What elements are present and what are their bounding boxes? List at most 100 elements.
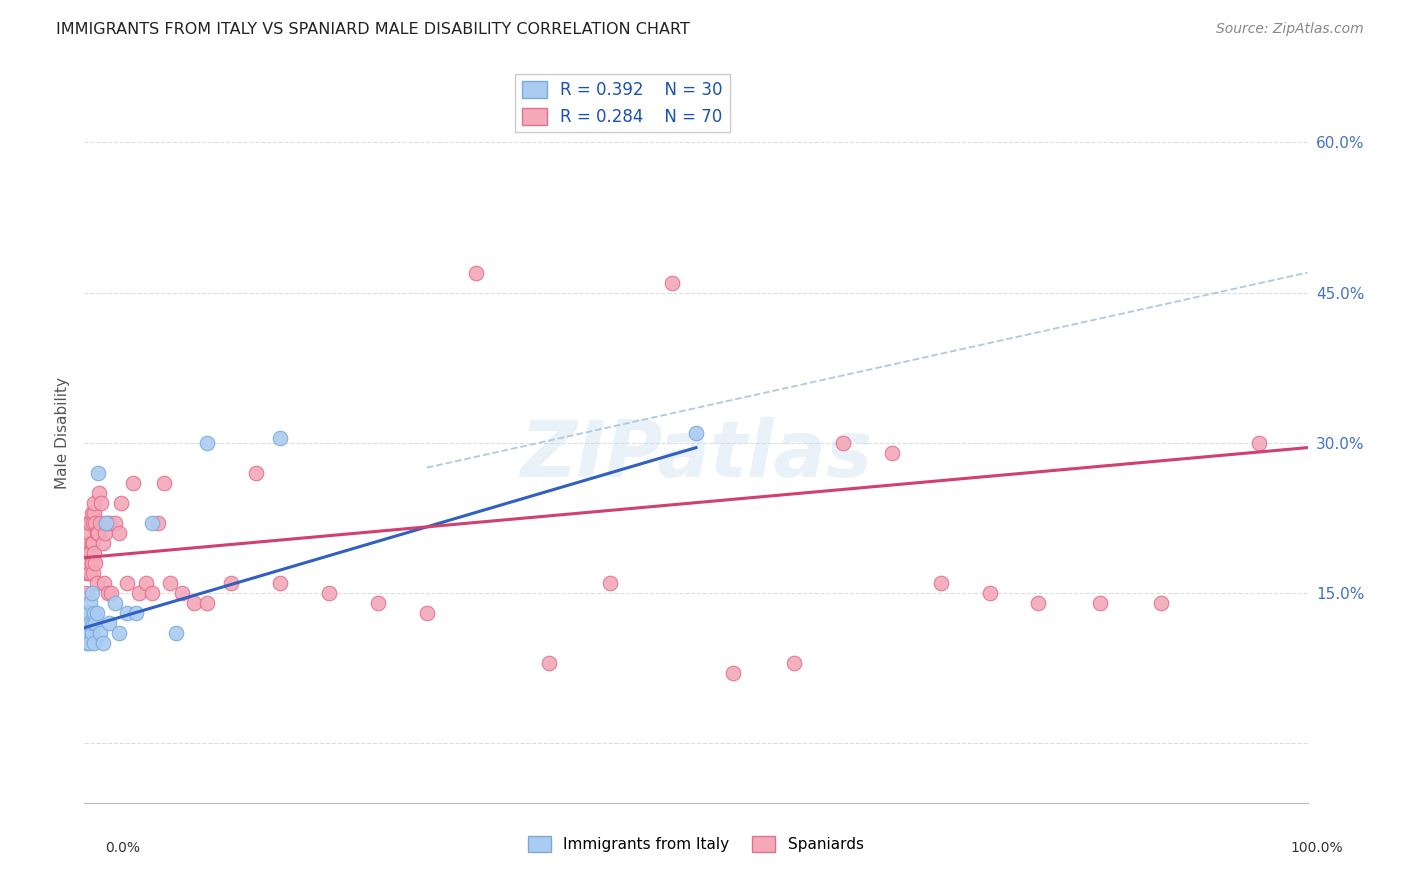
Point [538,656,561,670]
Text: Source: ZipAtlas.com: Source: ZipAtlas.com [1216,22,1364,37]
Point [100,585,122,599]
Point [80,535,103,549]
Point [195,435,218,450]
Point [77,556,100,570]
Point [831,435,853,450]
Point [83,546,105,560]
Point [77,606,100,620]
Point [80,506,103,520]
Point [77,636,100,650]
Point [172,585,194,599]
Point [83,636,105,650]
Point [685,425,707,440]
Point [90,496,112,510]
Point [219,575,242,590]
Y-axis label: Male Disability: Male Disability [55,376,70,489]
Point [83,496,105,510]
Point [82,516,104,530]
Point [79,615,101,630]
Point [94,525,117,540]
Point [1028,596,1050,610]
Point [89,625,111,640]
Point [82,615,104,630]
Point [83,506,105,520]
Point [82,566,104,580]
Point [128,585,150,599]
Point [79,516,101,530]
Point [97,615,120,630]
Point [96,516,118,530]
Point [245,466,267,480]
Point [89,516,111,530]
Point [87,466,110,480]
Point [77,615,100,630]
Point [122,475,145,490]
Point [464,266,486,280]
Point [86,606,108,620]
Point [93,575,115,590]
Point [979,585,1001,599]
Point [153,475,176,490]
Point [367,596,389,610]
Point [76,535,98,549]
Point [80,625,103,640]
Point [110,496,132,510]
Point [599,575,621,590]
Point [135,575,157,590]
Point [79,546,101,560]
Point [107,525,129,540]
Point [77,566,100,580]
Point [141,516,163,530]
Point [107,625,129,640]
Point [77,546,100,560]
Point [880,445,903,459]
Point [195,596,218,610]
Point [125,606,148,620]
Point [104,516,127,530]
Point [91,636,114,650]
Point [929,575,952,590]
Point [661,276,683,290]
Point [80,556,103,570]
Point [86,525,108,540]
Point [269,575,291,590]
Point [87,525,110,540]
Point [97,585,120,599]
Point [82,535,104,549]
Point [1088,596,1111,610]
Point [146,516,169,530]
Point [75,625,97,640]
Point [1150,596,1173,610]
Point [84,615,107,630]
Point [83,606,105,620]
Point [104,596,127,610]
Point [76,606,98,620]
Point [84,516,107,530]
Point [77,525,100,540]
Point [318,585,340,599]
Point [87,485,110,500]
Text: 0.0%: 0.0% [105,841,141,855]
Point [75,585,97,599]
Point [416,606,439,620]
Point [721,665,744,680]
Text: IMMIGRANTS FROM ITALY VS SPANIARD MALE DISABILITY CORRELATION CHART: IMMIGRANTS FROM ITALY VS SPANIARD MALE D… [56,22,690,37]
Point [77,625,100,640]
Point [76,556,98,570]
Point [91,535,114,549]
Point [86,575,108,590]
Point [75,566,97,580]
Point [76,636,98,650]
Point [79,566,101,580]
Point [79,596,101,610]
Text: 100.0%: 100.0% [1291,841,1343,855]
Point [165,625,187,640]
Point [159,575,181,590]
Point [183,596,205,610]
Point [269,431,291,445]
Point [1247,435,1270,450]
Point [80,585,103,599]
Legend: R = 0.392    N = 30, R = 0.284    N = 70: R = 0.392 N = 30, R = 0.284 N = 70 [516,74,730,133]
Point [115,575,138,590]
Point [141,585,163,599]
